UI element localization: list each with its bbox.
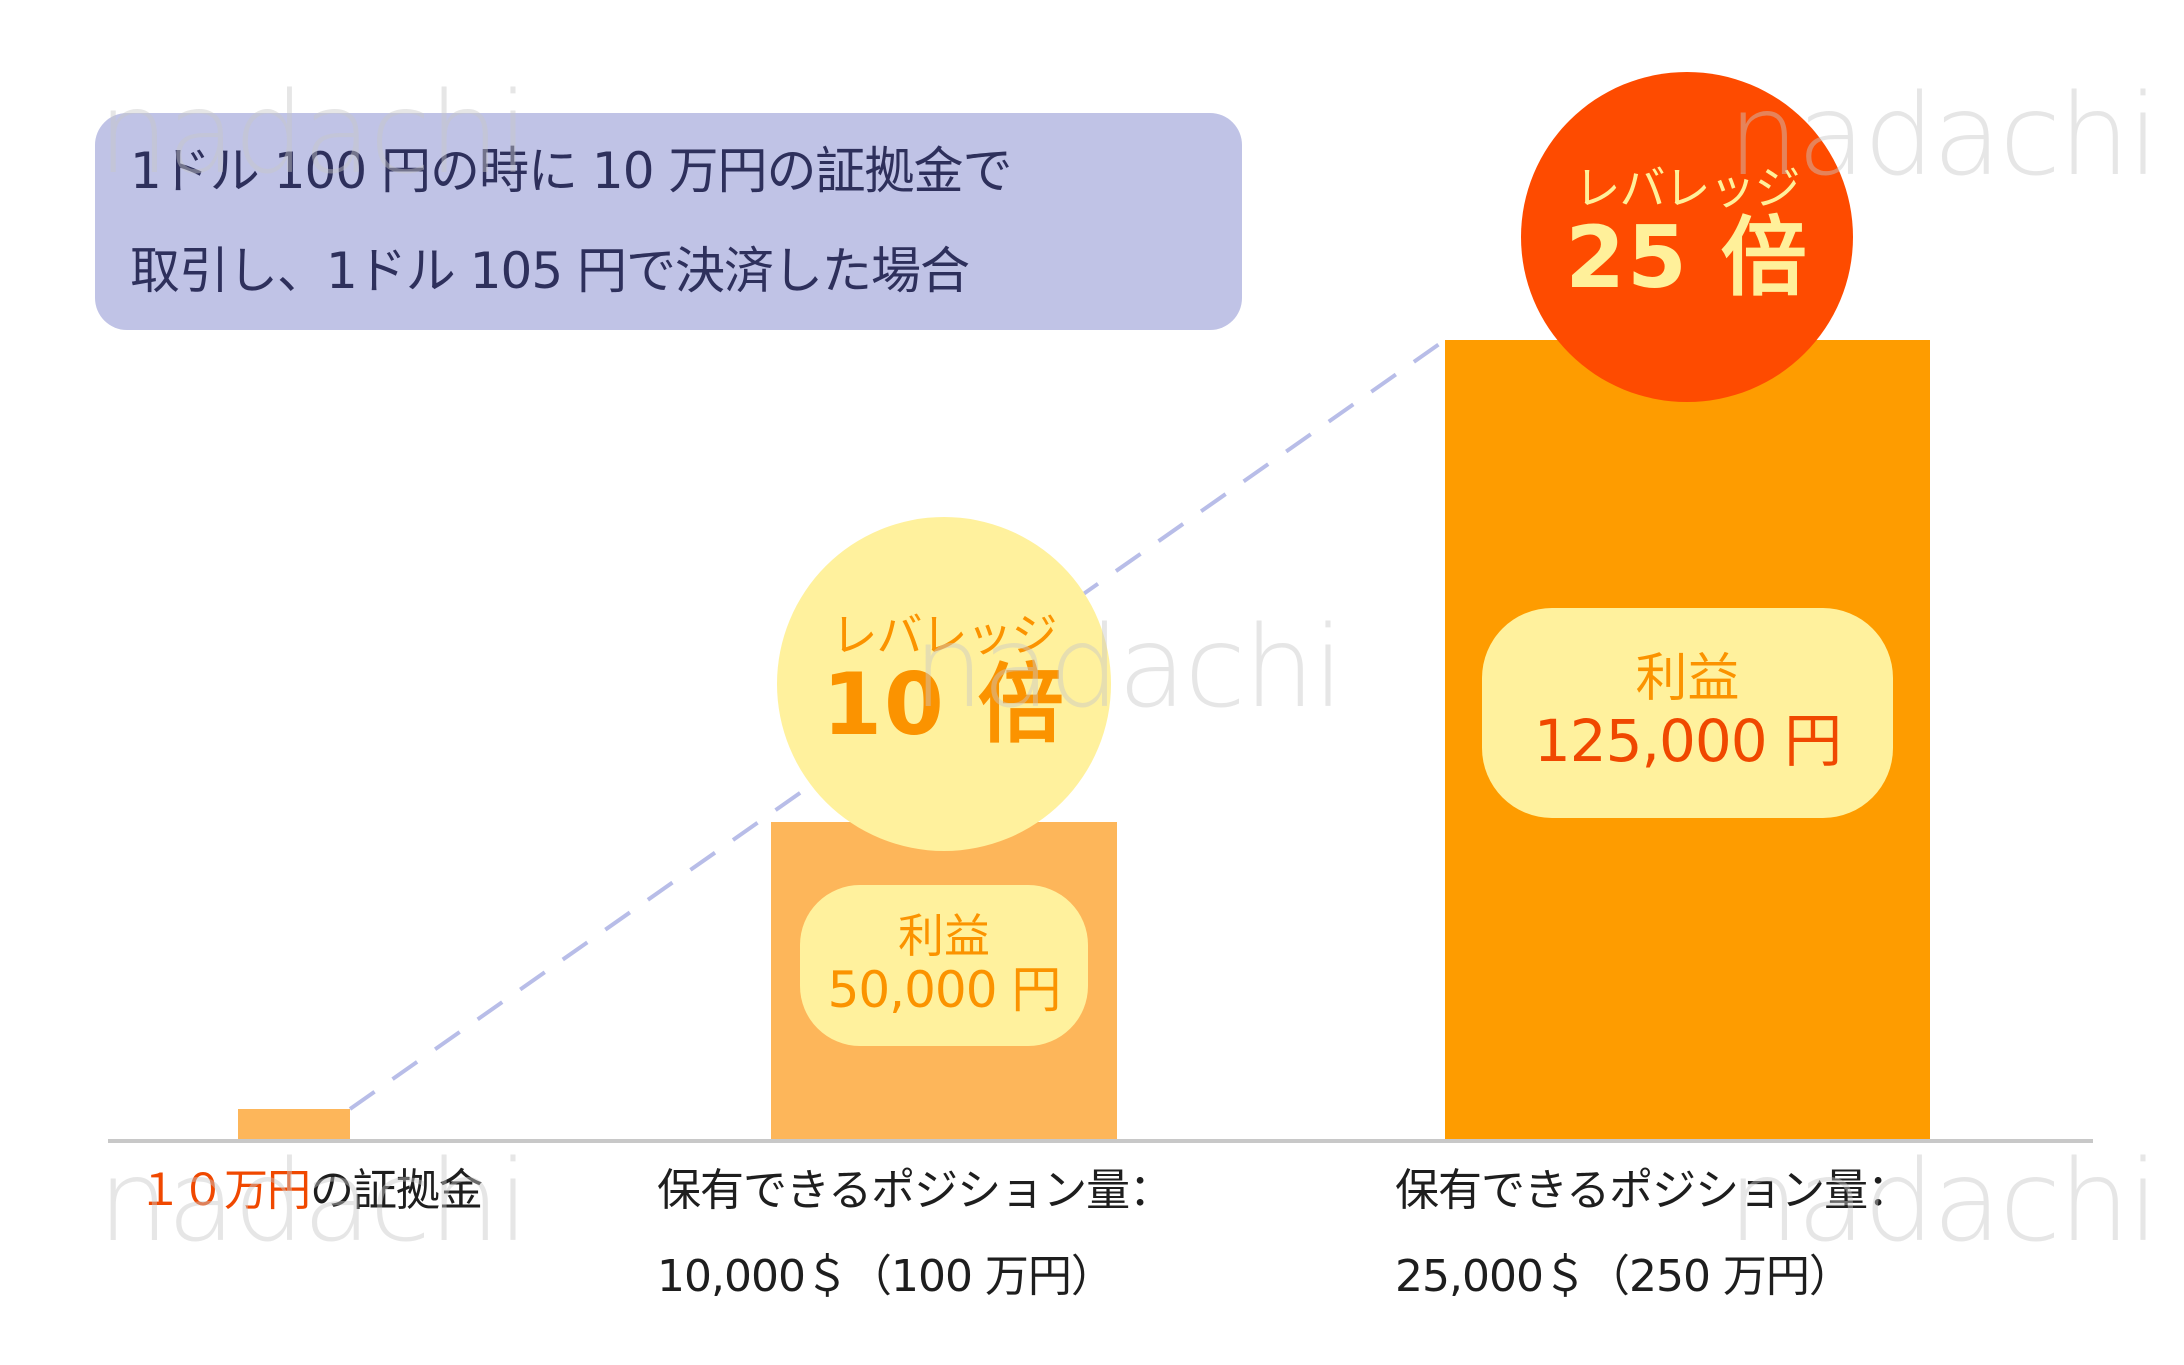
scenario-line-2: 取引し、1ドル 105 円で決済した場合 — [130, 242, 970, 300]
leverage-25-badge: レバレッジ 25 倍 — [1521, 72, 1853, 402]
position-value: 10,000＄（100 万円） — [657, 1251, 1115, 1302]
leverage-10-badge: レバレッジ 10 倍 — [777, 517, 1111, 851]
profit-value: 125,000 円 — [1533, 707, 1842, 776]
scenario-info-box: 1ドル 100 円の時に 10 万円の証拠金で 取引し、1ドル 105 円で決済… — [95, 113, 1242, 330]
position-label: 保有できるポジション量： — [657, 1165, 1173, 1216]
leverage-10-badge-label: レバレッジ — [831, 607, 1058, 662]
leverage-25-position-label: 保有できるポジション量： 25,000＄（250 万円） — [1395, 1148, 1911, 1320]
margin-label: １０万円の証拠金 — [138, 1148, 483, 1234]
leverage-10-badge-value: 10 倍 — [822, 654, 1066, 755]
profit-label: 利益 — [1635, 649, 1740, 710]
margin-bar — [238, 1109, 350, 1141]
scenario-line-1: 1ドル 100 円の時に 10 万円の証拠金で — [130, 142, 1012, 200]
x-axis-line — [108, 1139, 2093, 1143]
profit-label: 利益 — [898, 909, 990, 964]
profit-value: 50,000 円 — [827, 961, 1062, 1020]
leverage-25-badge-label: レバレッジ — [1574, 160, 1801, 215]
position-value: 25,000＄（250 万円） — [1395, 1251, 1853, 1302]
leverage-25-badge-value: 25 倍 — [1565, 207, 1809, 308]
leverage-10-profit-pill: 利益 50,000 円 — [800, 885, 1088, 1046]
margin-amount: １０万円 — [138, 1165, 311, 1216]
margin-label-rest: の証拠金 — [310, 1165, 483, 1216]
leverage-10-position-label: 保有できるポジション量： 10,000＄（100 万円） — [657, 1148, 1173, 1320]
position-label: 保有できるポジション量： — [1395, 1165, 1911, 1216]
leverage-25-profit-pill: 利益 125,000 円 — [1482, 608, 1893, 818]
